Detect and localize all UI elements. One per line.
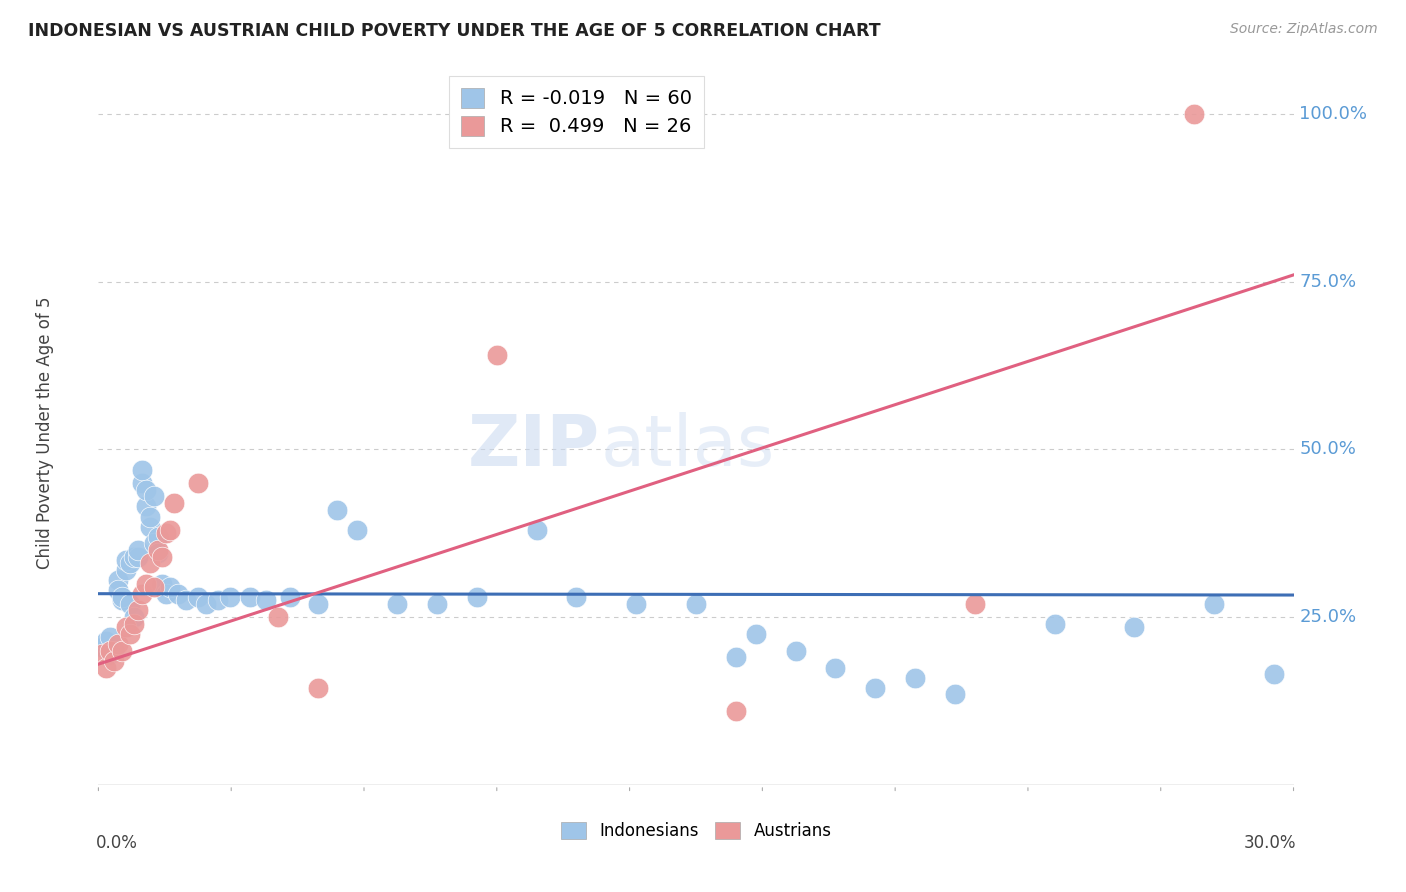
Point bbox=[148, 543, 170, 558]
Point bbox=[278, 590, 301, 604]
Point bbox=[98, 647, 122, 661]
Point bbox=[187, 590, 209, 604]
Point bbox=[148, 530, 170, 544]
Point bbox=[307, 597, 329, 611]
Point bbox=[167, 587, 190, 601]
Point bbox=[626, 597, 648, 611]
Point bbox=[127, 603, 149, 617]
Point bbox=[785, 644, 807, 658]
Text: 50.0%: 50.0% bbox=[1299, 441, 1357, 458]
Point bbox=[135, 576, 157, 591]
Text: 75.0%: 75.0% bbox=[1299, 273, 1357, 291]
Point bbox=[131, 462, 153, 476]
Text: 30.0%: 30.0% bbox=[1243, 834, 1296, 852]
Text: Source: ZipAtlas.com: Source: ZipAtlas.com bbox=[1230, 22, 1378, 37]
Point bbox=[385, 597, 409, 611]
Point bbox=[174, 593, 197, 607]
Text: INDONESIAN VS AUSTRIAN CHILD POVERTY UNDER THE AGE OF 5 CORRELATION CHART: INDONESIAN VS AUSTRIAN CHILD POVERTY UND… bbox=[28, 22, 880, 40]
Point bbox=[865, 681, 887, 695]
Point bbox=[107, 637, 129, 651]
Point bbox=[111, 644, 134, 658]
Point bbox=[120, 627, 142, 641]
Point bbox=[124, 549, 146, 564]
Point bbox=[96, 633, 118, 648]
Point bbox=[115, 563, 138, 577]
Point bbox=[139, 557, 162, 571]
Point bbox=[943, 687, 966, 701]
Text: 25.0%: 25.0% bbox=[1299, 608, 1357, 626]
Point bbox=[96, 660, 118, 674]
Point bbox=[163, 496, 186, 510]
Point bbox=[485, 348, 508, 362]
Point bbox=[139, 519, 162, 533]
Point bbox=[143, 489, 166, 503]
Point bbox=[426, 597, 449, 611]
Point bbox=[127, 549, 149, 564]
Point bbox=[143, 536, 166, 550]
Point bbox=[150, 576, 173, 591]
Point bbox=[155, 526, 177, 541]
Point bbox=[139, 509, 162, 524]
Point bbox=[135, 483, 157, 497]
Point bbox=[267, 610, 290, 624]
Point bbox=[115, 620, 138, 634]
Point bbox=[127, 543, 149, 558]
Point bbox=[254, 593, 277, 607]
Point bbox=[239, 590, 262, 604]
Point bbox=[91, 647, 114, 661]
Point bbox=[107, 583, 129, 598]
Point bbox=[111, 590, 134, 604]
Point bbox=[724, 704, 747, 718]
Point bbox=[346, 523, 368, 537]
Point bbox=[1263, 667, 1285, 681]
Point bbox=[963, 597, 986, 611]
Point bbox=[103, 654, 125, 668]
Text: atlas: atlas bbox=[600, 412, 775, 481]
Point bbox=[124, 616, 146, 631]
Point bbox=[187, 475, 209, 490]
Point bbox=[219, 590, 242, 604]
Text: 100.0%: 100.0% bbox=[1299, 105, 1368, 123]
Point bbox=[207, 593, 229, 607]
Legend: Indonesians, Austrians: Indonesians, Austrians bbox=[554, 815, 838, 847]
Point bbox=[565, 590, 588, 604]
Point bbox=[526, 523, 548, 537]
Point bbox=[745, 627, 768, 641]
Point bbox=[1043, 616, 1066, 631]
Point bbox=[91, 640, 114, 655]
Text: 0.0%: 0.0% bbox=[96, 834, 138, 852]
Point bbox=[1123, 620, 1146, 634]
Point bbox=[904, 671, 927, 685]
Point bbox=[120, 557, 142, 571]
Point bbox=[159, 523, 181, 537]
Point bbox=[150, 549, 173, 564]
Text: ZIP: ZIP bbox=[468, 412, 600, 481]
Point bbox=[195, 597, 218, 611]
Point bbox=[685, 597, 707, 611]
Point bbox=[98, 644, 122, 658]
Point bbox=[131, 475, 153, 490]
Text: Child Poverty Under the Age of 5: Child Poverty Under the Age of 5 bbox=[35, 296, 53, 569]
Point bbox=[143, 580, 166, 594]
Point bbox=[307, 681, 329, 695]
Point bbox=[465, 590, 488, 604]
Point bbox=[111, 593, 134, 607]
Point bbox=[326, 503, 349, 517]
Point bbox=[824, 660, 846, 674]
Point bbox=[148, 546, 170, 560]
Point bbox=[159, 580, 181, 594]
Point bbox=[131, 587, 153, 601]
Point bbox=[1182, 107, 1205, 121]
Point bbox=[724, 650, 747, 665]
Point bbox=[1202, 597, 1225, 611]
Point bbox=[135, 500, 157, 514]
Point bbox=[98, 630, 122, 644]
Point bbox=[120, 597, 142, 611]
Point bbox=[115, 553, 138, 567]
Point bbox=[155, 587, 177, 601]
Point bbox=[103, 644, 125, 658]
Point bbox=[107, 574, 129, 588]
Point bbox=[124, 610, 146, 624]
